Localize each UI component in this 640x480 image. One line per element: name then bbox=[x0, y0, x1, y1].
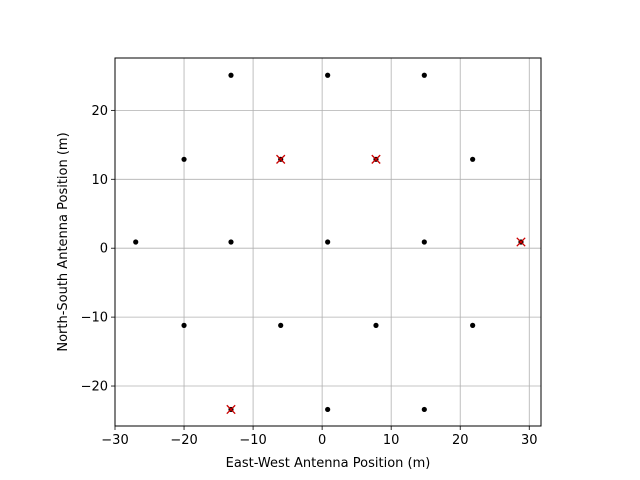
antenna-point bbox=[228, 72, 234, 78]
y-tick-label: −10 bbox=[81, 311, 108, 326]
y-tick-label: 10 bbox=[91, 173, 108, 188]
antenna-point bbox=[470, 156, 476, 162]
grid bbox=[114, 58, 541, 426]
antenna-point bbox=[325, 239, 331, 245]
x-tick-label: 0 bbox=[318, 433, 326, 448]
antenna-point bbox=[228, 239, 234, 245]
flagged-antenna-marker bbox=[226, 404, 236, 415]
y-tick-label: 0 bbox=[100, 242, 108, 257]
antenna-point bbox=[133, 239, 139, 245]
antenna-point bbox=[325, 406, 331, 413]
y-tick-label: −20 bbox=[81, 380, 108, 395]
x-tick-label: 20 bbox=[452, 433, 469, 448]
antenna-point bbox=[278, 322, 284, 328]
x-tick-label: −20 bbox=[170, 433, 197, 448]
x-tick-label: −10 bbox=[239, 433, 266, 448]
antenna-point bbox=[421, 406, 427, 413]
antenna-point bbox=[470, 322, 476, 328]
x-tick-label: 30 bbox=[521, 433, 538, 448]
y-tick-label: 20 bbox=[91, 104, 108, 119]
x-tick-label: 10 bbox=[383, 433, 400, 448]
flagged-antenna-marker bbox=[276, 154, 286, 164]
flagged-antenna-marker bbox=[371, 154, 381, 164]
x-tick-label: −30 bbox=[101, 433, 128, 448]
axis-ticks: −30 −20 −10 0 10 20 30 −20 −10 0 10 20 bbox=[81, 104, 538, 448]
antenna-point bbox=[421, 72, 427, 78]
antenna-point bbox=[181, 322, 187, 328]
flagged-antenna-marker bbox=[516, 237, 526, 247]
x-axis-label: East-West Antenna Position (m) bbox=[226, 456, 431, 471]
antenna-point bbox=[373, 322, 379, 328]
data-points bbox=[133, 72, 526, 415]
plot-frame bbox=[114, 57, 542, 427]
antenna-point bbox=[181, 156, 187, 162]
antenna-point bbox=[325, 72, 331, 78]
antenna-point bbox=[421, 239, 427, 245]
y-axis-label: North-South Antenna Position (m) bbox=[56, 132, 71, 351]
